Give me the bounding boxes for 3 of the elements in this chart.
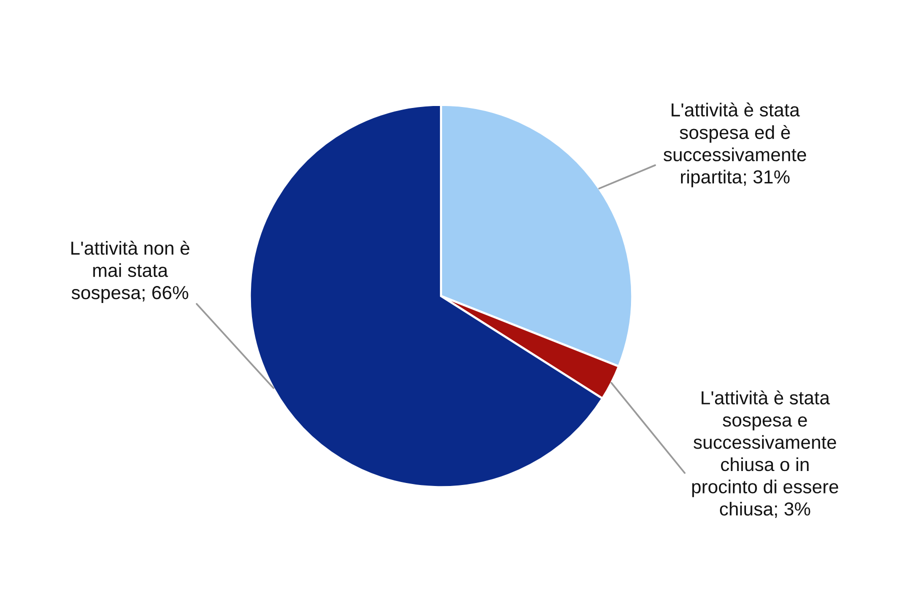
slice-label: L'attività è stata sospesa ed è successivamente ripartita; 31% (664, 102, 806, 188)
slice-label: L'attività è stata sospesa e successivamente chiusa o in procinto di essere chiusa; 3% (692, 390, 838, 518)
slice-label: L'attività non è mai stata sospesa; 66% (71, 240, 190, 303)
